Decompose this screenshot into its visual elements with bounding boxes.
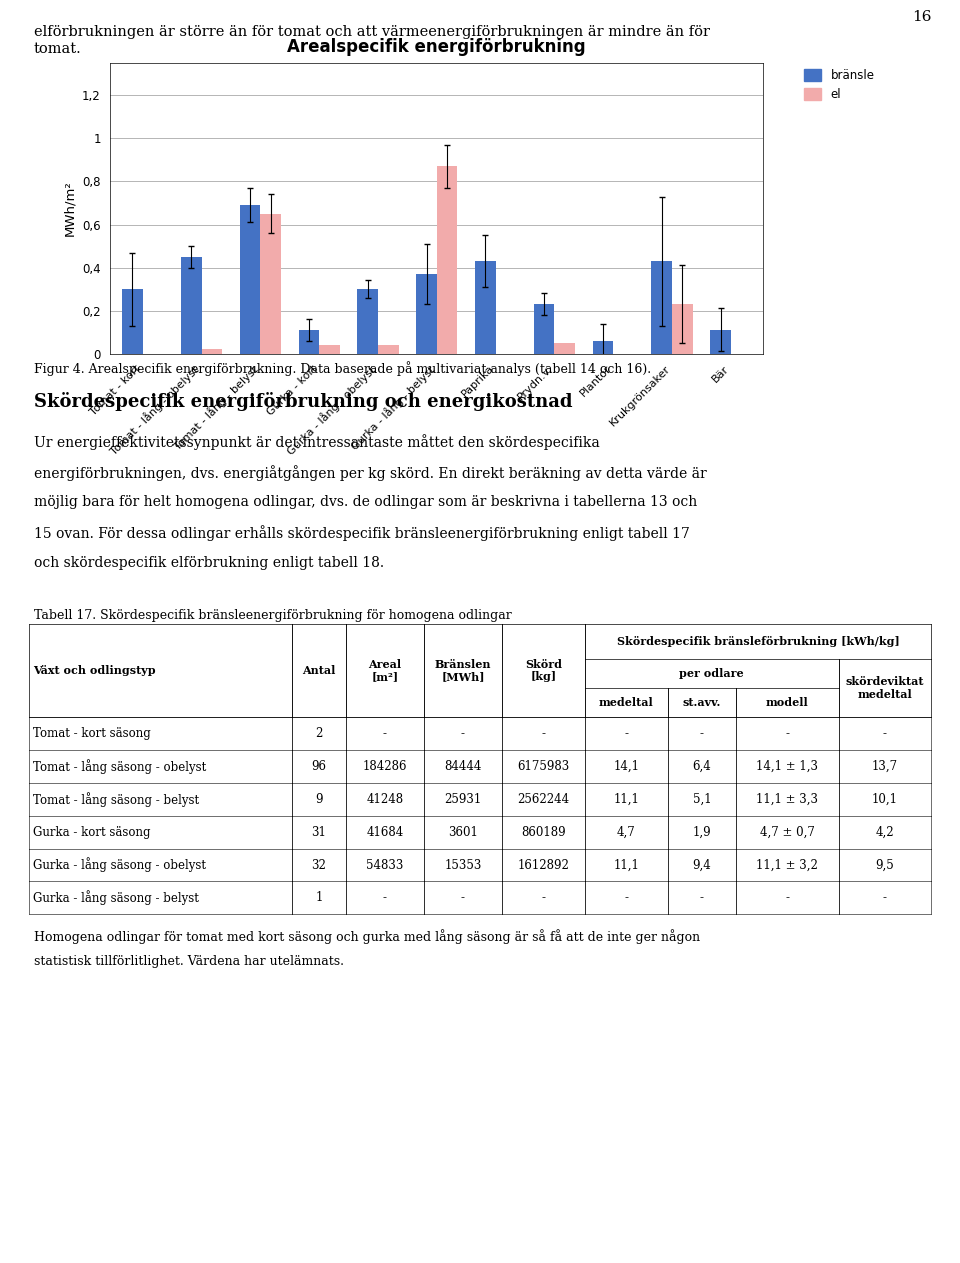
Bar — [299, 330, 319, 354]
Bar — [534, 304, 555, 354]
Text: -: - — [624, 892, 629, 904]
Text: 11,1: 11,1 — [613, 859, 639, 871]
Text: per odlare: per odlare — [680, 668, 744, 678]
Text: Tabell 17. Skördespecifik bränsleenergiförbrukning för homogena odlingar: Tabell 17. Skördespecifik bränsleenergif… — [34, 609, 512, 621]
Bar — [475, 261, 495, 354]
Text: 6175983: 6175983 — [517, 760, 569, 773]
Text: -: - — [383, 892, 387, 904]
Text: 96: 96 — [312, 760, 326, 773]
Text: -: - — [383, 726, 387, 740]
Text: och skördespecifik elförbrukning enligt tabell 18.: och skördespecifik elförbrukning enligt … — [34, 556, 384, 570]
Text: -: - — [700, 726, 704, 740]
Text: 184286: 184286 — [363, 760, 407, 773]
Text: 1612892: 1612892 — [517, 859, 569, 871]
Text: st.avv.: st.avv. — [683, 697, 721, 707]
Title: Arealspecifik energiförbrukning: Arealspecifik energiförbrukning — [287, 38, 587, 56]
Text: Homogena odlingar för tomat med kort säsong och gurka med lång säsong är så få a: Homogena odlingar för tomat med kort säs… — [34, 930, 700, 945]
Bar — [592, 341, 613, 354]
Text: -: - — [700, 892, 704, 904]
Text: modell: modell — [766, 697, 808, 707]
Text: 4,2: 4,2 — [876, 826, 894, 839]
Text: -: - — [541, 726, 545, 740]
Text: 25931: 25931 — [444, 793, 482, 806]
Text: -: - — [883, 726, 887, 740]
Bar — [122, 289, 143, 354]
Text: elförbrukningen är större än för tomat och att värmeenergiförbrukningen är mindr: elförbrukningen är större än för tomat o… — [34, 25, 709, 39]
Text: -: - — [785, 892, 789, 904]
Text: 2: 2 — [315, 726, 323, 740]
Legend: bränsle, el: bränsle, el — [804, 69, 875, 101]
Text: 54833: 54833 — [366, 859, 403, 871]
Text: 5,1: 5,1 — [692, 793, 711, 806]
Text: -: - — [883, 892, 887, 904]
Bar — [710, 330, 731, 354]
Text: 2562244: 2562244 — [517, 793, 569, 806]
Bar — [202, 350, 222, 354]
Bar — [260, 213, 281, 354]
Text: 3601: 3601 — [448, 826, 478, 839]
Text: 9: 9 — [315, 793, 323, 806]
Text: 15 ovan. För dessa odlingar erhålls skördespecifik bränsleenergiförbrukning enli: 15 ovan. För dessa odlingar erhålls skör… — [34, 525, 689, 542]
Text: 14,1: 14,1 — [613, 760, 639, 773]
Text: Tomat - kort säsong: Tomat - kort säsong — [34, 726, 151, 740]
Bar — [240, 205, 260, 354]
Bar — [437, 167, 457, 354]
Bar — [652, 261, 672, 354]
Text: 9,4: 9,4 — [692, 859, 711, 871]
Text: -: - — [461, 726, 465, 740]
Text: 11,1 ± 3,2: 11,1 ± 3,2 — [756, 859, 818, 871]
Text: 4,7 ± 0,7: 4,7 ± 0,7 — [760, 826, 815, 839]
Text: Skördespecifik bränsleförbrukning [kWh/kg]: Skördespecifik bränsleförbrukning [kWh/k… — [616, 635, 900, 647]
Text: 84444: 84444 — [444, 760, 482, 773]
Text: 1,9: 1,9 — [692, 826, 711, 839]
Y-axis label: MWh/m²: MWh/m² — [63, 181, 77, 236]
Text: Bränslen
[MWh]: Bränslen [MWh] — [435, 658, 492, 682]
Text: 41248: 41248 — [367, 793, 403, 806]
Text: 11,1 ± 3,3: 11,1 ± 3,3 — [756, 793, 818, 806]
Text: 15353: 15353 — [444, 859, 482, 871]
Text: 6,4: 6,4 — [692, 760, 711, 773]
Text: -: - — [461, 892, 465, 904]
Text: energiförbrukningen, dvs. energiåtgången per kg skörd. En direkt beräkning av de: energiförbrukningen, dvs. energiåtgången… — [34, 465, 707, 481]
Text: tomat.: tomat. — [34, 42, 82, 56]
Text: Skördespecifik energiförbrukning och energikostnad: Skördespecifik energiförbrukning och ene… — [34, 392, 572, 410]
Text: Gurka - lång säsong - obelyst: Gurka - lång säsong - obelyst — [34, 858, 206, 873]
Text: Växt och odlingstyp: Växt och odlingstyp — [34, 664, 156, 676]
Bar — [181, 256, 202, 354]
Text: skördeviktat
medeltal: skördeviktat medeltal — [846, 676, 924, 700]
Text: statistisk tillförlitlighet. Värdena har utelämnats.: statistisk tillförlitlighet. Värdena har… — [34, 955, 344, 967]
Text: Gurka - lång säsong - belyst: Gurka - lång säsong - belyst — [34, 890, 199, 906]
Bar — [378, 345, 398, 354]
Text: -: - — [541, 892, 545, 904]
Text: möjlig bara för helt homogena odlingar, dvs. de odlingar som är beskrivna i tabe: möjlig bara för helt homogena odlingar, … — [34, 495, 697, 509]
Bar — [319, 345, 340, 354]
Text: 16: 16 — [912, 10, 931, 24]
Text: 31: 31 — [312, 826, 326, 839]
Text: 4,7: 4,7 — [617, 826, 636, 839]
Text: Skörd
[kg]: Skörd [kg] — [525, 658, 562, 682]
Text: 10,1: 10,1 — [872, 793, 898, 806]
Text: 860189: 860189 — [521, 826, 565, 839]
Text: 41684: 41684 — [367, 826, 403, 839]
Text: 14,1 ± 1,3: 14,1 ± 1,3 — [756, 760, 818, 773]
Text: 11,1: 11,1 — [613, 793, 639, 806]
Text: 32: 32 — [312, 859, 326, 871]
Text: medeltal: medeltal — [599, 697, 654, 707]
Text: -: - — [624, 726, 629, 740]
Text: Tomat - lång säsong - obelyst: Tomat - lång säsong - obelyst — [34, 759, 206, 774]
Text: Antal: Antal — [302, 664, 336, 676]
Bar — [555, 342, 575, 354]
Bar — [417, 274, 437, 354]
Text: Tomat - lång säsong - belyst: Tomat - lång säsong - belyst — [34, 792, 200, 807]
Bar — [672, 304, 692, 354]
Text: 13,7: 13,7 — [872, 760, 898, 773]
Text: Figur 4. Arealspecifik energiförbrukning. Data baserade på multivariat analys (t: Figur 4. Arealspecifik energiförbrukning… — [34, 361, 651, 376]
Text: Ur energieffektivitetssynpunkt är det intressantaste måttet den skördespecifika: Ur energieffektivitetssynpunkt är det in… — [34, 434, 599, 451]
Text: 9,5: 9,5 — [876, 859, 894, 871]
Bar — [357, 289, 378, 354]
Text: -: - — [785, 726, 789, 740]
Text: Areal
[m²]: Areal [m²] — [369, 658, 401, 682]
Text: 1: 1 — [315, 892, 323, 904]
Text: Gurka - kort säsong: Gurka - kort säsong — [34, 826, 151, 839]
